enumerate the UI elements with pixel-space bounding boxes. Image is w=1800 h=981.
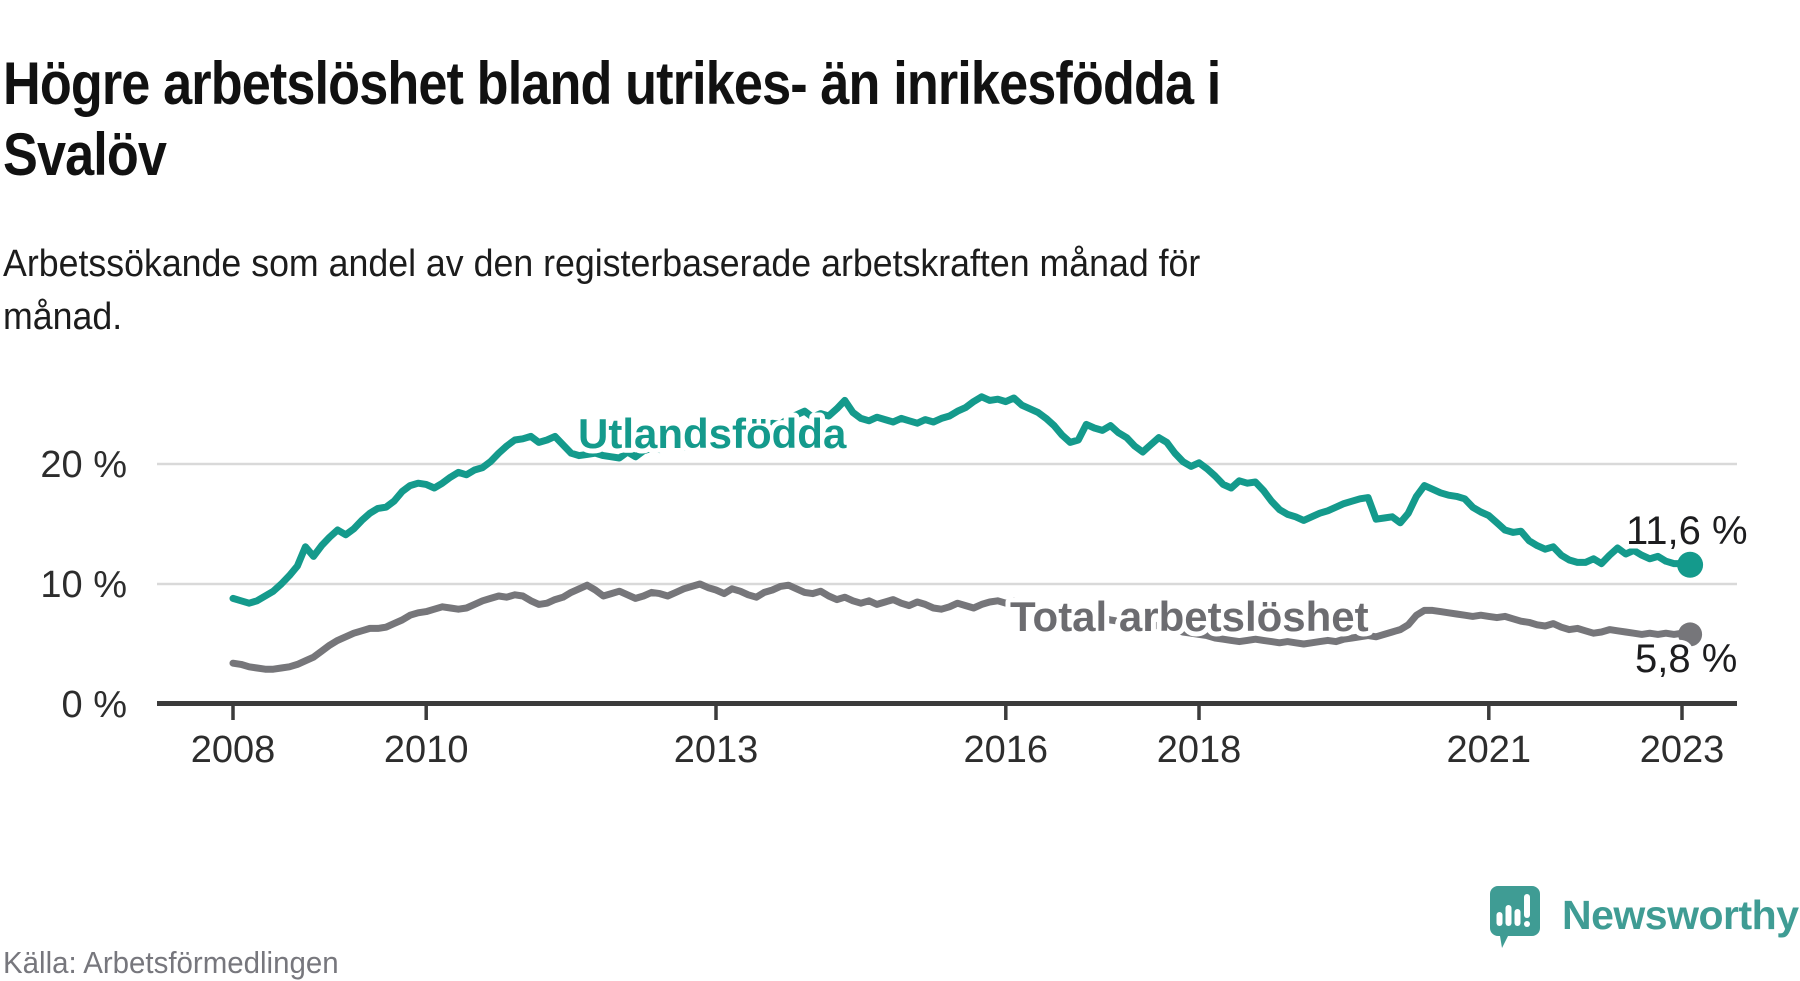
newsworthy-speech-bubble-icon (1490, 886, 1540, 948)
x-tick-label-2010: 2010 (384, 729, 469, 771)
x-tick-label-2008: 2008 (191, 729, 276, 771)
y-tick-label-10pct: 10 % (40, 564, 127, 606)
brand-name: Newsworthy (1562, 892, 1799, 938)
y-tick-label-0pct: 0 % (62, 684, 127, 726)
page-title: Högre arbetslöshet bland utrikes- än inr… (3, 50, 1221, 189)
exclamation-dot (1524, 921, 1530, 927)
bar-2 (1505, 905, 1512, 926)
exclamation-bar (1524, 894, 1530, 918)
series-dot-0 (1677, 551, 1704, 578)
x-tick-label-2018: 2018 (1157, 729, 1242, 771)
series-dot-1 (1678, 622, 1703, 647)
x-tick-label-2023: 2023 (1640, 729, 1725, 771)
bar-3 (1514, 909, 1521, 926)
page-subtitle: Arbetssökande som andel av den registerb… (3, 243, 1201, 338)
bar-1 (1496, 912, 1503, 926)
series-label-utlandsfodda: Utlandsfödda (578, 410, 847, 457)
x-tick-label-2013: 2013 (674, 729, 759, 771)
end-value-label-total-arbetsloshet: 5,8 % (1635, 637, 1737, 681)
end-value-label-utlandsfodda: 11,6 % (1626, 509, 1748, 553)
source-caption: Källa: Arbetsförmedlingen (3, 945, 339, 980)
y-tick-label-20pct: 20 % (40, 444, 127, 486)
newsworthy-logo: Newsworthy (1488, 884, 1800, 948)
unemployment-line-chart: 2008 2010 2013 2016 2018 2021 2023 20 % … (40, 393, 1748, 771)
series-line-1 (229, 580, 1694, 673)
x-tick-label-2016: 2016 (964, 729, 1049, 771)
x-tick-label-2021: 2021 (1447, 729, 1532, 771)
series-label-total-arbetsloshet: Total arbetslöshet (1010, 593, 1369, 640)
series-line-0 (229, 393, 1694, 607)
